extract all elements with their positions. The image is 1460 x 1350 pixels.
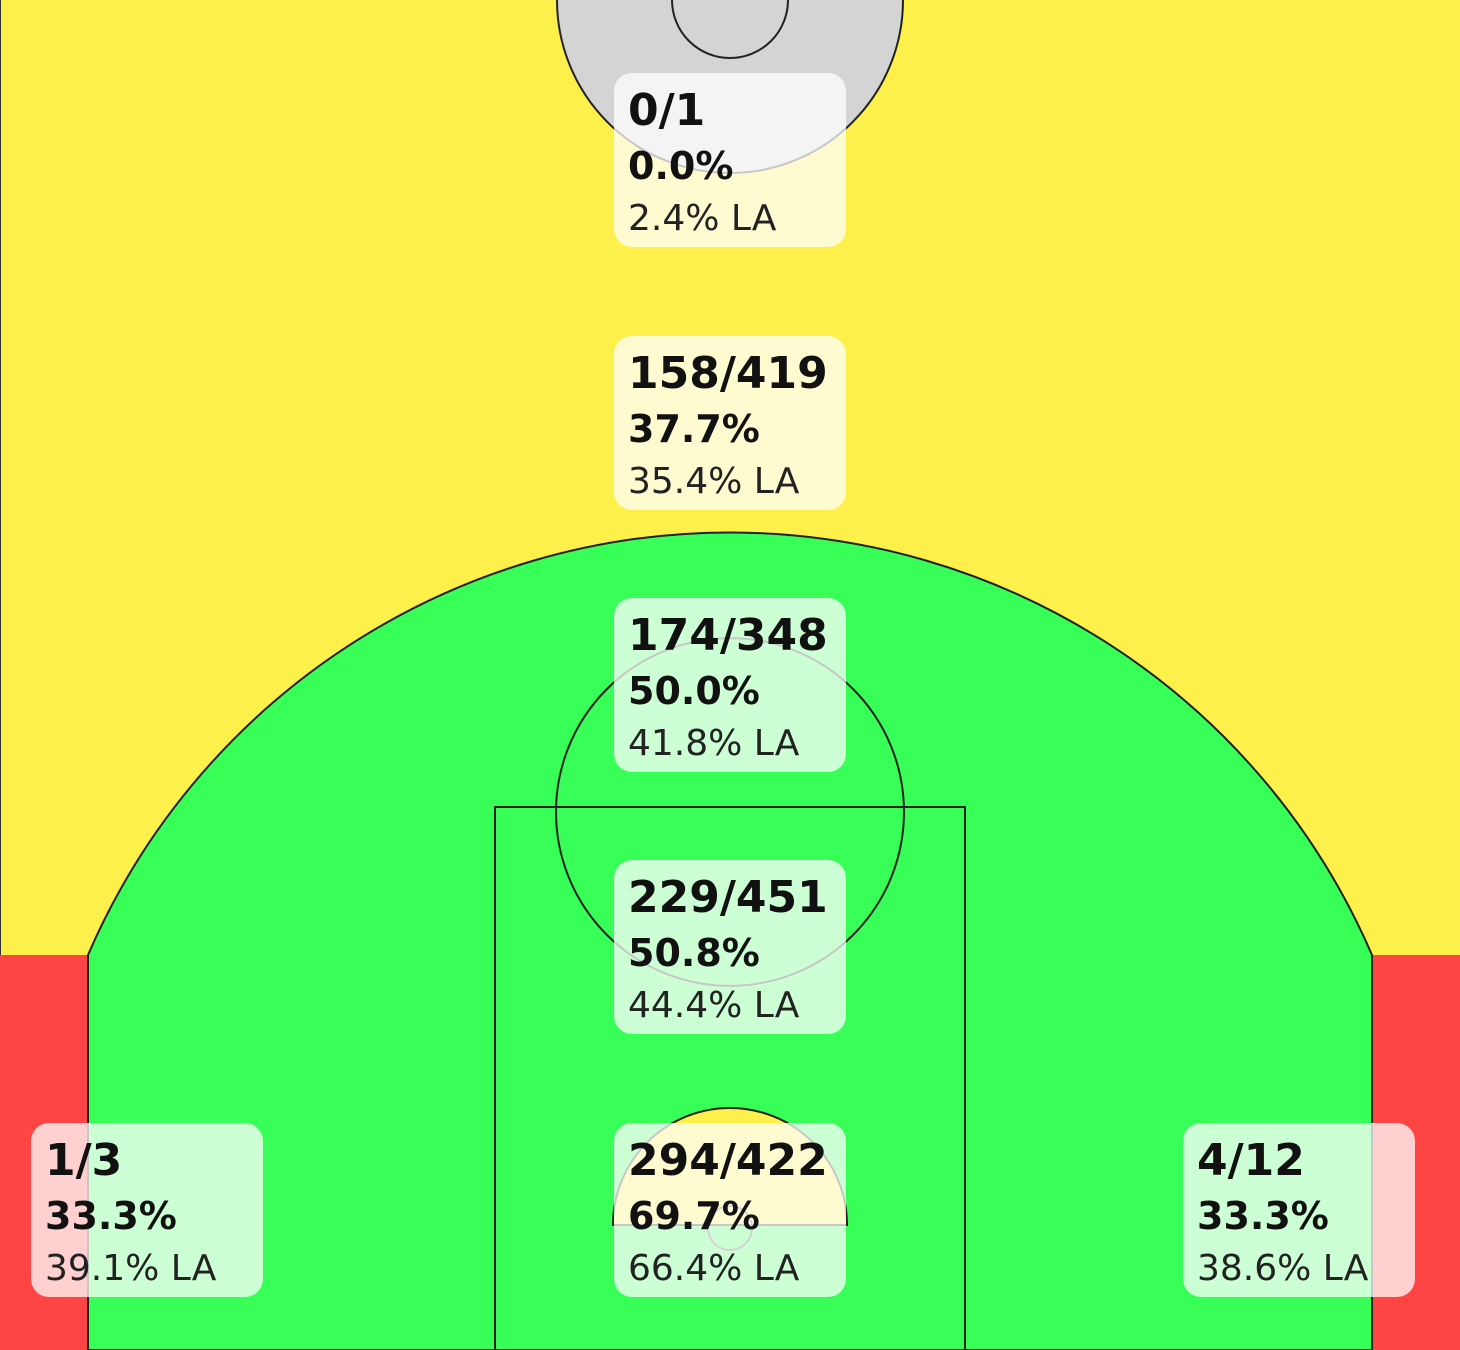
league-average: 66.4% LA [628, 1248, 800, 1289]
zone-label-box [614, 598, 846, 772]
made-attempts: 174/348 [628, 610, 828, 661]
zone-label-box [1183, 1123, 1415, 1297]
league-average: 41.8% LA [628, 723, 800, 764]
made-attempts: 0/1 [628, 85, 705, 136]
zone-label-box [31, 1123, 263, 1297]
center-inner-circle [671, 0, 789, 59]
percentage: 50.0% [628, 669, 760, 713]
percentage: 0.0% [628, 144, 733, 188]
made-attempts: 294/422 [628, 1135, 828, 1186]
made-attempts: 4/12 [1197, 1135, 1305, 1186]
paint [494, 806, 966, 1350]
percentage: 69.7% [628, 1194, 760, 1238]
made-attempts: 158/419 [628, 348, 828, 399]
made-attempts: 1/3 [45, 1135, 122, 1186]
league-average: 38.6% LA [1197, 1248, 1369, 1289]
league-average: 2.4% LA [628, 198, 777, 239]
percentage: 33.3% [1197, 1194, 1329, 1238]
made-attempts: 229/451 [628, 872, 828, 923]
percentage: 50.8% [628, 931, 760, 975]
zone-label-box [614, 860, 846, 1034]
league-average: 39.1% LA [45, 1248, 217, 1289]
percentage: 33.3% [45, 1194, 177, 1238]
league-average: 35.4% LA [628, 461, 800, 502]
zone-label-box [614, 336, 846, 510]
zone-label-box [614, 1123, 846, 1297]
percentage: 37.7% [628, 407, 760, 451]
league-average: 44.4% LA [628, 985, 800, 1026]
zone-label-box [614, 73, 846, 247]
